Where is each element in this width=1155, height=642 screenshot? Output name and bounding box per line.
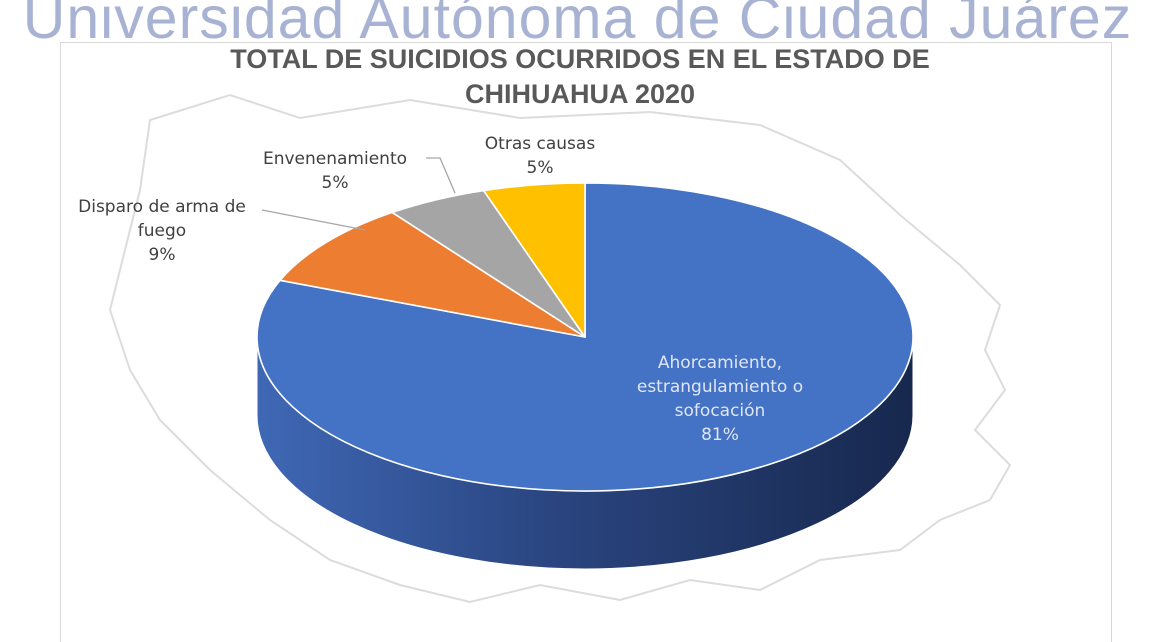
chart-title: TOTAL DE SUICIDIOS OCURRIDOS EN EL ESTAD…	[230, 44, 930, 109]
label-name: Ahorcamiento, estrangulamiento o sofocac…	[636, 353, 804, 421]
pie-slice-otras	[482, 182, 586, 338]
leader-line-disparo	[261, 209, 366, 231]
pie-slice-disparo	[279, 211, 586, 338]
chart-frame	[60, 42, 1112, 642]
label-percent: 9%	[148, 245, 176, 265]
label-name: Disparo de arma de fuego	[78, 197, 246, 241]
data-label-otras: Otras causas 5%	[465, 132, 615, 180]
label-percent: 5%	[321, 173, 349, 193]
label-percent: 5%	[526, 158, 554, 178]
label-name: Otras causas	[484, 134, 596, 154]
data-label-ahorcamiento: Ahorcamiento, estrangulamiento o sofocac…	[600, 351, 840, 447]
label-name: Envenenamiento	[262, 149, 408, 169]
label-percent: 81%	[701, 425, 739, 445]
data-label-envenenamiento: Envenenamiento 5%	[245, 147, 425, 195]
map-outline-decoration	[108, 93, 1012, 604]
pie-slice-ahorcamiento	[256, 182, 914, 492]
leader-line-envenenamiento	[426, 157, 456, 194]
data-label-disparo: Disparo de arma de fuego 9%	[62, 195, 262, 267]
